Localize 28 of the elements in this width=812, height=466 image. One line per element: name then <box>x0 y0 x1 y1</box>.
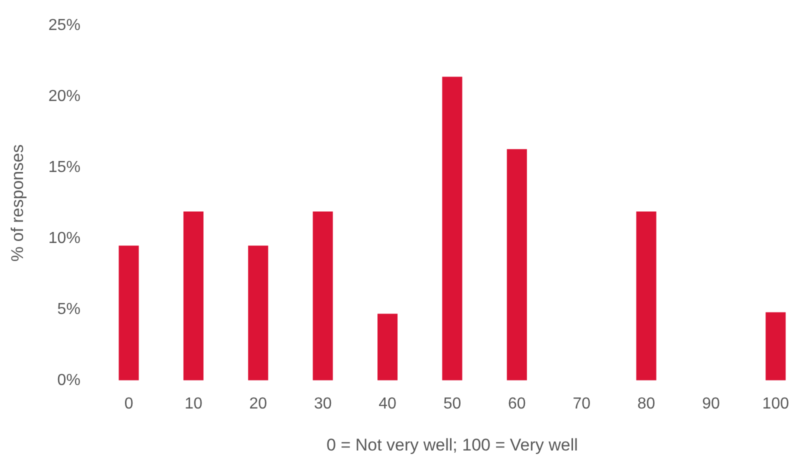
bar <box>506 149 527 380</box>
y-tick-label: 15% <box>48 158 80 176</box>
x-tick-label: 90 <box>702 395 720 412</box>
y-tick-label: 5% <box>57 300 80 318</box>
x-tick-label: 40 <box>378 395 397 412</box>
x-tick-label: 0 <box>124 395 134 412</box>
y-tick-label: 10% <box>48 230 80 247</box>
y-axis-title: % of responses <box>8 144 27 262</box>
x-tick-label: 100 <box>762 395 790 412</box>
bar <box>636 212 656 380</box>
bar <box>377 314 398 380</box>
x-tick-label: 20 <box>249 395 268 412</box>
bar <box>118 246 139 380</box>
x-tick-label: 80 <box>637 395 656 412</box>
bar <box>183 212 204 380</box>
x-tick-label: 10 <box>184 395 202 412</box>
x-tick-label: 50 <box>443 395 462 412</box>
bar <box>766 312 786 380</box>
x-axis-title: 0 = Not very well; 100 = Very well <box>326 435 578 454</box>
bar <box>442 76 462 380</box>
bar <box>312 212 333 380</box>
x-tick-label: 30 <box>314 395 332 412</box>
x-tick-label: 60 <box>508 395 526 412</box>
y-tick-label: 25% <box>48 17 80 34</box>
y-tick-label: 0% <box>57 372 80 389</box>
bar <box>248 246 268 380</box>
x-tick-label: 70 <box>572 395 591 412</box>
y-tick-label: 20% <box>48 88 80 105</box>
